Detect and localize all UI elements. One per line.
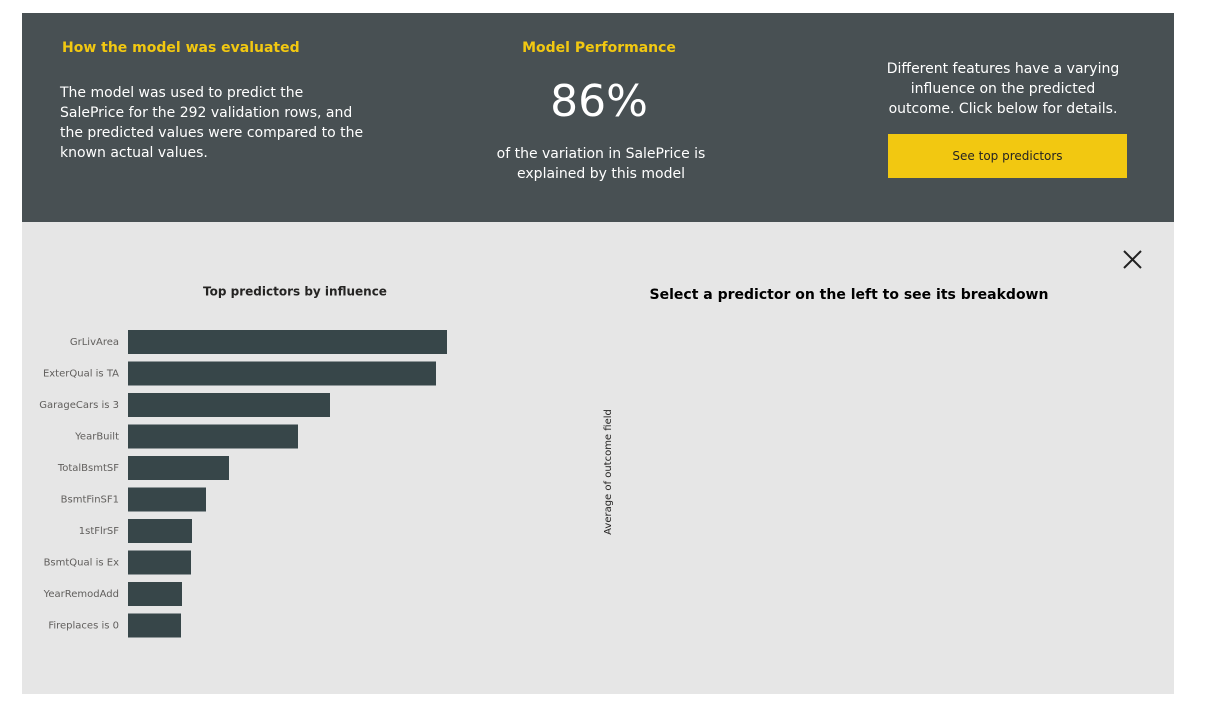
bar [128,330,447,354]
bar [128,613,181,638]
eval-text: The model was used to predict the SalePr… [60,85,364,161]
breakdown-title: Select a predictor on the left to see it… [650,287,1049,303]
y-tick-label: GrLivArea [70,337,119,348]
y-tick-label: ExterQual is TA [43,369,119,380]
bar [128,456,229,480]
y-tick-label: YearBuilt [74,432,119,443]
eval-title: How the model was evaluated [62,40,300,56]
predictors-text: Different features have a varying influe… [886,61,1120,117]
see-predictors-button[interactable]: See top predictors [888,134,1127,178]
y-tick-label: BsmtFinSF1 [61,495,119,506]
y-tick-label: BsmtQual is Ex [44,558,120,569]
y-tick-label: YearRemodAdd [43,589,119,600]
bar [128,519,192,543]
bar [128,582,182,606]
perf-metric: 86% [550,76,648,127]
perf-title: Model Performance [522,40,676,56]
close-button[interactable] [1123,250,1142,269]
perf-caption: of the variation in SalePrice is explain… [496,146,706,182]
axis-label: Average of outcome field [603,409,614,535]
bar [128,424,298,449]
y-tick-label: TotalBsmtSF [57,463,119,474]
bar [128,393,330,417]
y-tick-label: GarageCars is 3 [39,400,119,411]
bar [128,361,436,386]
y-tick-label: Fireplaces is 0 [48,621,119,632]
bar [128,550,191,575]
y-tick-label: 1stFlrSF [79,526,119,537]
close-icon [1123,250,1142,269]
header-panel [22,13,1174,222]
chart-title: Top predictors by influence [203,285,387,299]
bar [128,487,206,512]
